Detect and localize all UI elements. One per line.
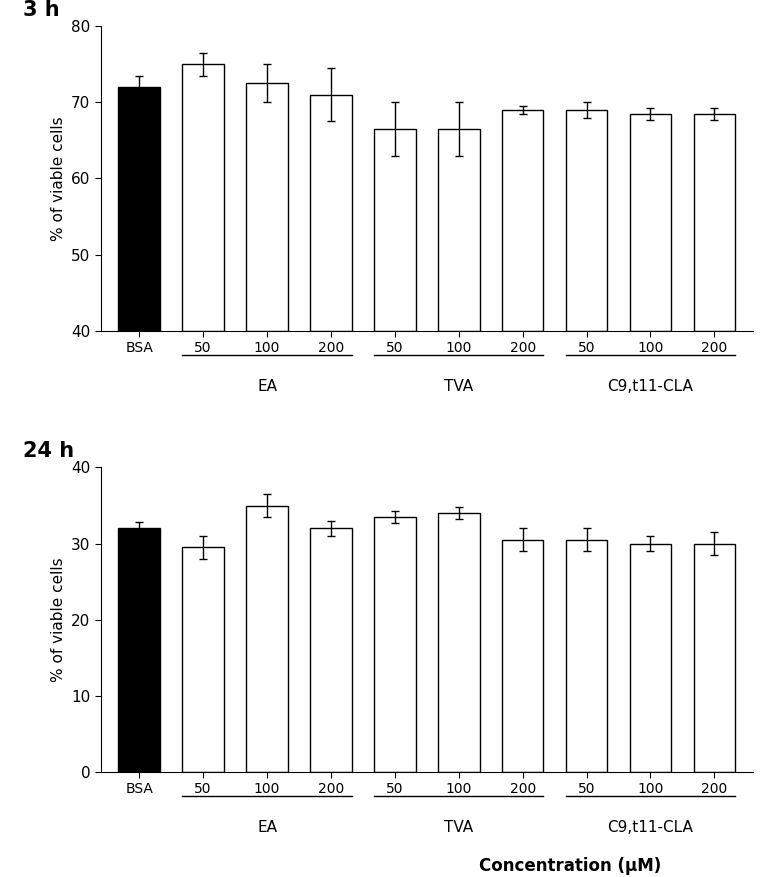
Bar	[502, 539, 543, 772]
Bar	[310, 528, 352, 772]
Bar	[310, 95, 352, 331]
Text: TVA: TVA	[444, 379, 473, 395]
Text: 24 h: 24 h	[23, 441, 74, 461]
Text: TVA: TVA	[444, 821, 473, 836]
Text: Concentration (μM): Concentration (μM)	[479, 857, 661, 875]
Text: 3 h: 3 h	[23, 0, 59, 20]
Bar	[566, 539, 608, 772]
Y-axis label: % of viable cells: % of viable cells	[50, 116, 65, 241]
Text: EA: EA	[257, 821, 277, 836]
Bar	[246, 505, 288, 772]
Bar	[629, 114, 671, 331]
Text: C9,t11-CLA: C9,t11-CLA	[608, 379, 694, 395]
Bar	[438, 129, 480, 331]
Bar	[438, 513, 480, 772]
Y-axis label: % of viable cells: % of viable cells	[50, 557, 65, 682]
Bar	[182, 64, 224, 331]
Bar	[119, 87, 160, 331]
Bar	[502, 110, 543, 331]
Text: EA: EA	[257, 379, 277, 395]
Bar	[694, 114, 735, 331]
Bar	[119, 528, 160, 772]
Bar	[246, 83, 288, 331]
Bar	[566, 110, 608, 331]
Bar	[629, 544, 671, 772]
Text: C9,t11-CLA: C9,t11-CLA	[608, 821, 694, 836]
Bar	[694, 544, 735, 772]
Bar	[374, 129, 416, 331]
Bar	[182, 547, 224, 772]
Bar	[374, 517, 416, 772]
